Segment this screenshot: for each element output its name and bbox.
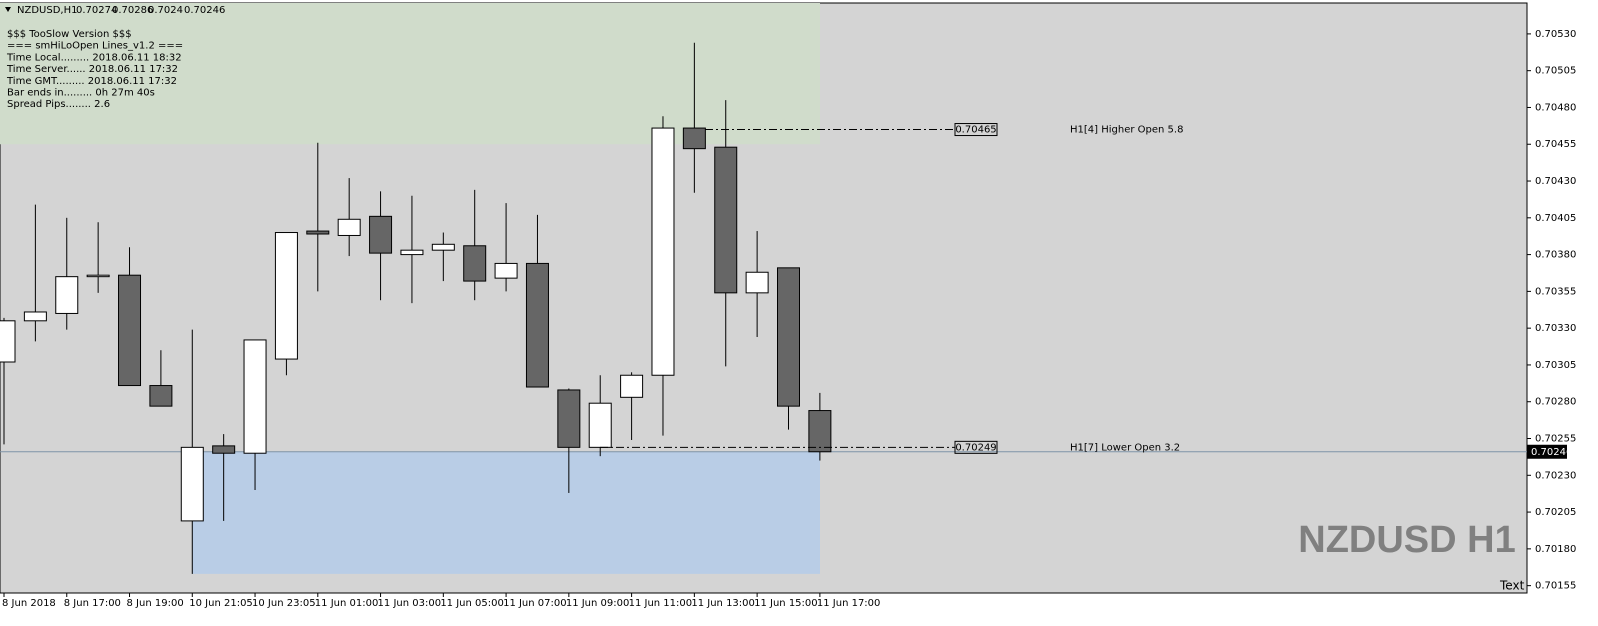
- info-line: Time Local......... 2018.06.11 18:32: [6, 52, 182, 63]
- candle-body: [212, 445, 236, 454]
- y-tick-label: 0.70280: [1535, 397, 1576, 408]
- ohlc-high: 0.70286: [112, 5, 153, 16]
- chart-title: NZDUSD,H1: [17, 5, 77, 16]
- candle-body: [463, 245, 487, 282]
- y-tick-label: 0.70455: [1535, 139, 1576, 150]
- candle-body: [620, 374, 644, 398]
- x-tick-label: 11 Jun 17:00: [817, 598, 881, 609]
- x-tick-label: 8 Jun 2018: [2, 598, 56, 609]
- candle-body: [306, 230, 330, 235]
- candle-body: [714, 146, 738, 294]
- y-tick-label: 0.70505: [1535, 66, 1576, 77]
- y-tick-label: 0.70380: [1535, 250, 1576, 261]
- info-line: === smHiLoOpen Lines_v1.2 ===: [7, 41, 183, 52]
- y-tick-label: 0.70180: [1535, 544, 1576, 555]
- x-tick-label: 11 Jun 01:00: [315, 598, 379, 609]
- x-tick-label: 11 Jun 03:00: [378, 598, 442, 609]
- level-text: H1[4] Higher Open 5.8: [1070, 125, 1183, 136]
- plot-layer: 0.70465 H1[4] Higher Open 5.8 0.70249 H1[7]…: [0, 3, 1527, 574]
- info-line: Bar ends in......... 0h 27m 40s: [7, 88, 155, 99]
- x-tick-label: 11 Jun 09:00: [566, 598, 630, 609]
- y-tick-label: 0.70205: [1535, 507, 1576, 518]
- y-tick-label: 0.70430: [1535, 176, 1576, 187]
- x-tick-label: 8 Jun 17:00: [64, 598, 121, 609]
- candle-body: [337, 218, 361, 236]
- x-tick-label: 11 Jun 13:00: [691, 598, 755, 609]
- candle-body: [525, 262, 549, 388]
- zone: [192, 451, 820, 574]
- x-tick-label: 11 Jun 11:00: [629, 598, 693, 609]
- x-tick-label: 10 Jun 21:05: [189, 598, 253, 609]
- candle-body: [400, 249, 424, 256]
- y-tick-label: 0.70480: [1535, 102, 1576, 113]
- level-value: 0.70465: [955, 125, 996, 136]
- ohlc-low: 0.7024: [148, 5, 183, 16]
- candle-body: [243, 339, 267, 454]
- y-tick-label: 0.70255: [1535, 434, 1576, 445]
- level-box: [954, 440, 998, 454]
- candle-body: [180, 446, 204, 522]
- info-line: Spread Pips........ 2.6: [7, 99, 110, 110]
- menu-arrow: [5, 7, 11, 12]
- candle-body: [651, 127, 675, 376]
- candle-body: [118, 274, 142, 387]
- candle-body: [86, 274, 110, 278]
- ohlc-open: 0.70274: [76, 5, 117, 16]
- candle-body: [23, 311, 47, 322]
- candle-body: [0, 320, 16, 363]
- y-tick-label: 0.70355: [1535, 286, 1576, 297]
- watermark: NZDUSD H1: [1298, 519, 1515, 561]
- candle-body: [274, 232, 298, 360]
- y-tick-label: 0.70530: [1535, 29, 1576, 40]
- x-tick-label: 11 Jun 15:00: [754, 598, 818, 609]
- candle-body: [808, 410, 832, 453]
- x-tick-label: 10 Jun 23:05: [252, 598, 316, 609]
- zone: [0, 3, 820, 145]
- y-tick-label: 0.70330: [1535, 323, 1576, 334]
- x-tick-label: 8 Jun 19:00: [127, 598, 184, 609]
- candle-body: [588, 402, 612, 448]
- candle-body: [682, 127, 706, 150]
- candle-body: [431, 243, 455, 251]
- level-value: 0.70249: [955, 442, 996, 453]
- level-text: H1[7] Lower Open 3.2: [1070, 442, 1180, 453]
- corner-text: Text: [1499, 579, 1525, 593]
- candle-body: [557, 389, 581, 448]
- candle-body: [369, 215, 393, 254]
- y-tick-label: 0.70305: [1535, 360, 1576, 371]
- level-box: [954, 123, 998, 137]
- y-tick-label: 0.70230: [1535, 470, 1576, 481]
- candle-body: [55, 276, 79, 314]
- candle-body: [149, 385, 173, 407]
- price-box-label: 0.70246: [1531, 447, 1572, 458]
- x-tick-label: 11 Jun 07:00: [503, 598, 567, 609]
- info-line: $$$ TooSlow Version $$$: [7, 29, 132, 40]
- candle-body: [494, 262, 518, 279]
- info-line: Time Server...... 2018.06.11 17:32: [6, 64, 178, 75]
- y-tick-label: 0.70155: [1535, 581, 1576, 592]
- price-box: [1527, 444, 1567, 459]
- ohlc-close: 0.70246: [184, 5, 225, 16]
- candle-body: [745, 271, 769, 294]
- candle-body: [777, 267, 800, 407]
- info-line: Time GMT......... 2018.06.11 17:32: [6, 76, 177, 87]
- x-tick-label: 11 Jun 05:00: [440, 598, 504, 609]
- y-tick-label: 0.70405: [1535, 213, 1576, 224]
